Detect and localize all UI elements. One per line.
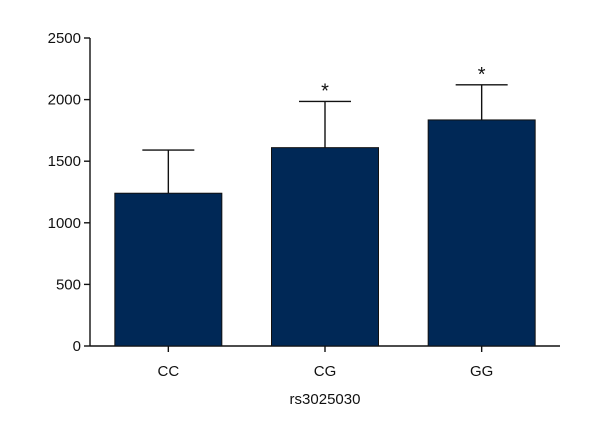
x-tick-label-cc: CC: [157, 363, 179, 380]
y-tick-label: 2500: [48, 30, 81, 47]
significance-marker-gg: *: [478, 64, 486, 86]
significance-marker-cg: *: [321, 80, 329, 102]
y-tick-label: 0: [73, 338, 81, 355]
x-ticks: CC CG GG: [157, 346, 493, 380]
bar-gg: [427, 119, 536, 347]
y-ticks: 0 500 1000 1500 2000 2500: [48, 30, 90, 355]
x-tick-label-cg: CG: [314, 363, 337, 380]
x-axis-title: rs3025030: [290, 391, 361, 408]
y-tick-label: 500: [56, 276, 81, 293]
y-tick-label: 1000: [48, 215, 81, 232]
bar-cc: [114, 192, 223, 347]
x-tick-label-gg: GG: [470, 363, 493, 380]
y-tick-label: 1500: [48, 153, 81, 170]
y-tick-label: 2000: [48, 92, 81, 109]
bars: **: [114, 64, 536, 347]
bar-cg: [271, 147, 379, 347]
